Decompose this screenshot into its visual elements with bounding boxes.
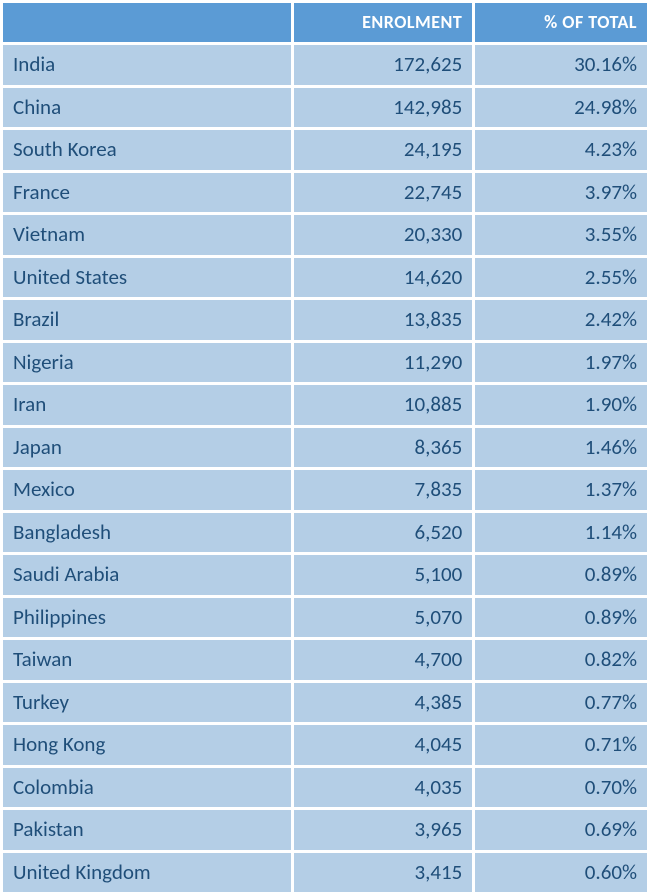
cell-enrolment: 13,835 <box>293 299 474 342</box>
cell-country: Nigeria <box>2 341 293 384</box>
cell-enrolment: 14,620 <box>293 256 474 299</box>
table-header-row: ENROLMENT % OF TOTAL <box>2 2 649 44</box>
table-row: United States14,6202.55% <box>2 256 649 299</box>
cell-enrolment: 172,625 <box>293 44 474 87</box>
cell-percent: 1.97% <box>474 341 649 384</box>
table-row: United Kingdom3,4150.60% <box>2 851 649 894</box>
cell-country: Japan <box>2 426 293 469</box>
cell-enrolment: 142,985 <box>293 86 474 129</box>
cell-enrolment: 4,035 <box>293 766 474 809</box>
cell-country: China <box>2 86 293 129</box>
cell-percent: 24.98% <box>474 86 649 129</box>
cell-percent: 2.42% <box>474 299 649 342</box>
table-row: Brazil13,8352.42% <box>2 299 649 342</box>
cell-enrolment: 5,100 <box>293 554 474 597</box>
cell-enrolment: 4,045 <box>293 724 474 767</box>
table-row: Japan8,3651.46% <box>2 426 649 469</box>
cell-percent: 1.37% <box>474 469 649 512</box>
table-row: Taiwan4,7000.82% <box>2 639 649 682</box>
cell-country: India <box>2 44 293 87</box>
cell-country: United States <box>2 256 293 299</box>
cell-percent: 0.71% <box>474 724 649 767</box>
cell-country: Colombia <box>2 766 293 809</box>
cell-country: Taiwan <box>2 639 293 682</box>
cell-country: Philippines <box>2 596 293 639</box>
cell-country: United Kingdom <box>2 851 293 894</box>
cell-percent: 2.55% <box>474 256 649 299</box>
cell-percent: 1.14% <box>474 511 649 554</box>
cell-country: Iran <box>2 384 293 427</box>
cell-country: Hong Kong <box>2 724 293 767</box>
enrolment-table-container: ENROLMENT % OF TOTAL India172,62530.16%C… <box>0 0 650 895</box>
table-row: China142,98524.98% <box>2 86 649 129</box>
cell-country: Pakistan <box>2 809 293 852</box>
cell-country: Turkey <box>2 681 293 724</box>
table-row: Nigeria11,2901.97% <box>2 341 649 384</box>
cell-enrolment: 10,885 <box>293 384 474 427</box>
cell-enrolment: 3,415 <box>293 851 474 894</box>
cell-enrolment: 22,745 <box>293 171 474 214</box>
cell-percent: 0.82% <box>474 639 649 682</box>
table-row: India172,62530.16% <box>2 44 649 87</box>
cell-country: France <box>2 171 293 214</box>
cell-percent: 3.55% <box>474 214 649 257</box>
cell-percent: 0.70% <box>474 766 649 809</box>
table-row: France22,7453.97% <box>2 171 649 214</box>
cell-enrolment: 11,290 <box>293 341 474 384</box>
table-row: South Korea24,1954.23% <box>2 129 649 172</box>
cell-country: Saudi Arabia <box>2 554 293 597</box>
cell-percent: 1.90% <box>474 384 649 427</box>
cell-enrolment: 3,965 <box>293 809 474 852</box>
cell-percent: 0.77% <box>474 681 649 724</box>
cell-enrolment: 5,070 <box>293 596 474 639</box>
table-row: Vietnam20,3303.55% <box>2 214 649 257</box>
cell-percent: 0.69% <box>474 809 649 852</box>
cell-country: South Korea <box>2 129 293 172</box>
table-row: Turkey4,3850.77% <box>2 681 649 724</box>
table-row: Iran10,8851.90% <box>2 384 649 427</box>
cell-enrolment: 4,385 <box>293 681 474 724</box>
table-row: Hong Kong4,0450.71% <box>2 724 649 767</box>
cell-country: Bangladesh <box>2 511 293 554</box>
cell-enrolment: 24,195 <box>293 129 474 172</box>
header-enrolment: ENROLMENT <box>293 2 474 44</box>
cell-country: Mexico <box>2 469 293 512</box>
table-row: Philippines5,0700.89% <box>2 596 649 639</box>
cell-country: Brazil <box>2 299 293 342</box>
table-body: India172,62530.16%China142,98524.98%Sout… <box>2 44 649 894</box>
cell-percent: 30.16% <box>474 44 649 87</box>
header-percent: % OF TOTAL <box>474 2 649 44</box>
table-row: Bangladesh6,5201.14% <box>2 511 649 554</box>
cell-percent: 3.97% <box>474 171 649 214</box>
cell-enrolment: 7,835 <box>293 469 474 512</box>
cell-percent: 1.46% <box>474 426 649 469</box>
cell-enrolment: 20,330 <box>293 214 474 257</box>
table-row: Mexico7,8351.37% <box>2 469 649 512</box>
cell-percent: 0.89% <box>474 596 649 639</box>
table-row: Saudi Arabia5,1000.89% <box>2 554 649 597</box>
cell-percent: 0.60% <box>474 851 649 894</box>
cell-enrolment: 4,700 <box>293 639 474 682</box>
cell-country: Vietnam <box>2 214 293 257</box>
table-row: Colombia4,0350.70% <box>2 766 649 809</box>
cell-enrolment: 8,365 <box>293 426 474 469</box>
header-country <box>2 2 293 44</box>
table-header: ENROLMENT % OF TOTAL <box>2 2 649 44</box>
table-row: Pakistan3,9650.69% <box>2 809 649 852</box>
enrolment-table: ENROLMENT % OF TOTAL India172,62530.16%C… <box>0 0 650 895</box>
cell-enrolment: 6,520 <box>293 511 474 554</box>
cell-percent: 4.23% <box>474 129 649 172</box>
cell-percent: 0.89% <box>474 554 649 597</box>
